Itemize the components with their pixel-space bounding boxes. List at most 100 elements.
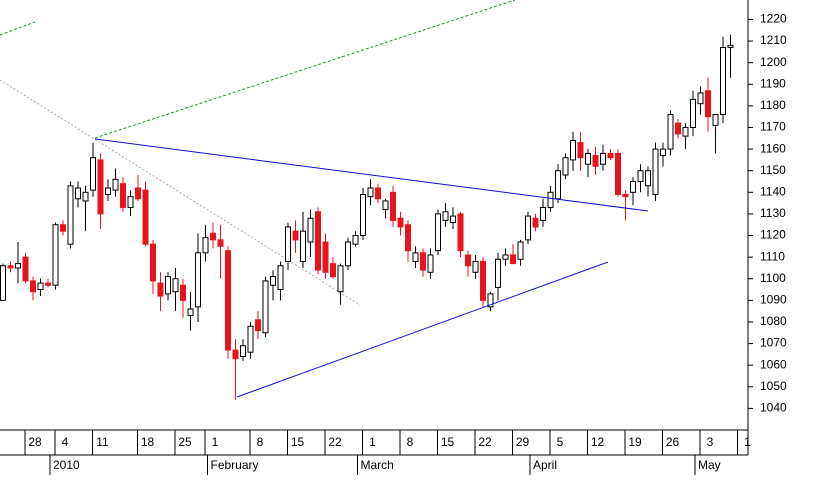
trend-line <box>94 138 649 212</box>
x-tick-label: 8 <box>257 435 264 449</box>
candle-body <box>22 256 29 282</box>
candle-body <box>502 254 509 260</box>
candle-body <box>727 44 734 49</box>
candle-body <box>562 157 569 176</box>
candle-body <box>187 308 194 316</box>
candle-body <box>600 152 606 165</box>
y-tick-label: 1040 <box>760 401 787 415</box>
y-tick-label: 1150 <box>760 163 786 177</box>
x-tick-label: 15 <box>441 435 455 449</box>
candle-body <box>75 187 81 200</box>
x-tick-label: 5 <box>557 435 564 449</box>
candle-body <box>322 241 329 273</box>
candle-body <box>570 139 576 161</box>
x-tick-label: 8 <box>407 435 414 449</box>
y-tick-label: 1220 <box>760 12 787 26</box>
x-tick-label: 22 <box>328 435 342 449</box>
x-tick-label: 26 <box>666 435 680 449</box>
candle-body <box>105 187 111 195</box>
y-tick-label: 1120 <box>760 228 786 242</box>
candle-body <box>390 191 396 221</box>
trend-lines <box>94 138 649 398</box>
candle-body <box>547 191 554 208</box>
candle-body <box>37 282 44 291</box>
y-tick-label: 1080 <box>760 314 787 328</box>
y-tick-label: 1170 <box>760 120 786 134</box>
month-label: April <box>533 458 557 472</box>
candle-body <box>645 170 651 187</box>
candle-body <box>375 187 381 200</box>
y-tick-label: 1050 <box>760 379 787 393</box>
y-tick-label: 1200 <box>760 55 787 69</box>
candle-body <box>262 280 269 334</box>
candle-body <box>330 263 336 278</box>
candle-body <box>300 230 306 262</box>
candle-body <box>457 213 464 252</box>
candle-body <box>472 260 479 273</box>
candle-body <box>180 284 186 301</box>
x-tick-label: 22 <box>478 435 492 449</box>
trend-line <box>0 21 36 36</box>
candle-body <box>667 114 674 150</box>
candle-body <box>420 252 426 271</box>
month-label: February <box>211 458 259 472</box>
trend-line <box>0 79 361 306</box>
candle-body <box>30 280 36 293</box>
candle-body <box>150 243 156 282</box>
candle-body <box>195 252 201 308</box>
y-tick-label: 1180 <box>760 98 786 112</box>
axes: 1040 1050 1060 1070 1080 1090 1100 1110 1120 1130… <box>0 0 787 475</box>
x-tick-label: 1 <box>212 435 219 449</box>
candle-body <box>270 276 276 286</box>
candle-body <box>217 239 224 247</box>
candle-body <box>592 155 599 167</box>
candle-body <box>495 258 501 288</box>
candle-body <box>345 241 351 267</box>
candle-body <box>7 265 14 269</box>
candle-body <box>532 217 539 228</box>
candle-body <box>285 226 291 262</box>
candle-body <box>412 252 419 262</box>
candle-body <box>45 282 51 286</box>
candle-body <box>712 114 719 126</box>
candle-body <box>247 325 254 353</box>
candle-body <box>427 254 434 273</box>
y-tick-label: 1110 <box>760 249 785 263</box>
candle-body <box>652 148 659 195</box>
candle-body <box>127 196 134 208</box>
x-tick-label: 28 <box>28 435 42 449</box>
candle-body <box>135 187 141 200</box>
candle-body <box>165 276 171 295</box>
y-tick-label: 1070 <box>760 336 787 350</box>
month-label: March <box>361 458 394 472</box>
candle-body <box>465 254 471 267</box>
candle-body <box>60 224 66 232</box>
candle-body <box>240 345 246 358</box>
x-tick-label: 1 <box>744 435 751 449</box>
x-tick-label: 4 <box>62 435 69 449</box>
candle-body <box>637 170 644 183</box>
candle-body <box>0 265 6 301</box>
trend-line <box>94 0 516 139</box>
x-tick-label: 1 <box>369 435 376 449</box>
y-tick-label: 1060 <box>760 357 787 371</box>
candle-body <box>615 152 621 195</box>
candle-body <box>675 122 681 135</box>
candle-body <box>337 265 344 293</box>
candle-body <box>690 98 696 128</box>
candle-body <box>367 187 374 198</box>
candle-body <box>292 230 299 241</box>
candle-body <box>210 232 216 241</box>
y-tick-label: 1100 <box>760 271 786 285</box>
candle-body <box>352 235 359 245</box>
candle-body <box>142 189 149 245</box>
y-tick-label: 1130 <box>760 206 786 220</box>
x-tick-label: 18 <box>141 435 155 449</box>
candle-body <box>315 211 321 271</box>
candle-body <box>97 159 104 215</box>
x-tick-label: 25 <box>178 435 192 449</box>
candle-body <box>705 90 711 118</box>
candle-body <box>697 92 704 105</box>
